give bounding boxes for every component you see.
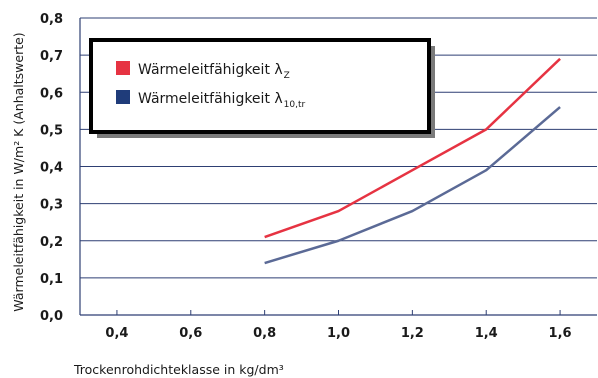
x-tick-label: 1,4 [475,326,498,341]
y-tick-label: 0,7 [40,49,63,64]
y-tick-label: 0,5 [40,123,63,138]
y-tick-label: 0,1 [40,272,63,287]
y-tick-label: 0,4 [40,161,63,176]
series-line-2 [264,106,561,265]
x-axis-label: Trockenrohdichteklasse in kg/dm³ [73,362,284,377]
series-line-1 [264,57,561,239]
y-tick-label: 0,8 [40,12,63,27]
legend-label-1: Wärmeleitfähigkeit λ [138,62,283,78]
x-tick-label: 0,8 [253,326,276,341]
legend-label-sub-2: 10,tr [284,100,306,110]
x-tick-label: 1,0 [327,326,350,341]
legend-label-2: Wärmeleitfähigkeit λ [138,91,283,107]
y-tick-label: 0,3 [40,198,63,213]
y-tick-label: 0,6 [40,86,63,101]
legend-swatch-2 [116,90,130,104]
x-tick-labels: 0,4 0,6 0,8 1,0 1,2 1,4 1,6 [105,310,572,341]
y-tick-label: 0,0 [40,309,63,324]
legend-box [89,38,431,134]
series-lines [264,57,561,265]
y-axis-label: Wärmeleitfähigkeit in W/m² K (Anhaltswer… [11,32,26,311]
x-tick-label: 0,4 [105,326,128,341]
x-tick-label: 1,2 [401,326,424,341]
y-tick-labels: 0,0 0,1 0,2 0,3 0,4 0,5 0,6 0,7 0,8 [40,12,63,324]
legend-label-sub-1: Z [284,71,290,81]
legend-swatch-1 [116,61,130,75]
legend: Wärmeleitfähigkeit λ ZWärmeleitfähigkeit … [89,38,435,138]
y-tick-label: 0,2 [40,235,63,250]
x-tick-label: 0,6 [179,326,202,341]
x-tick-label: 1,6 [549,326,572,341]
